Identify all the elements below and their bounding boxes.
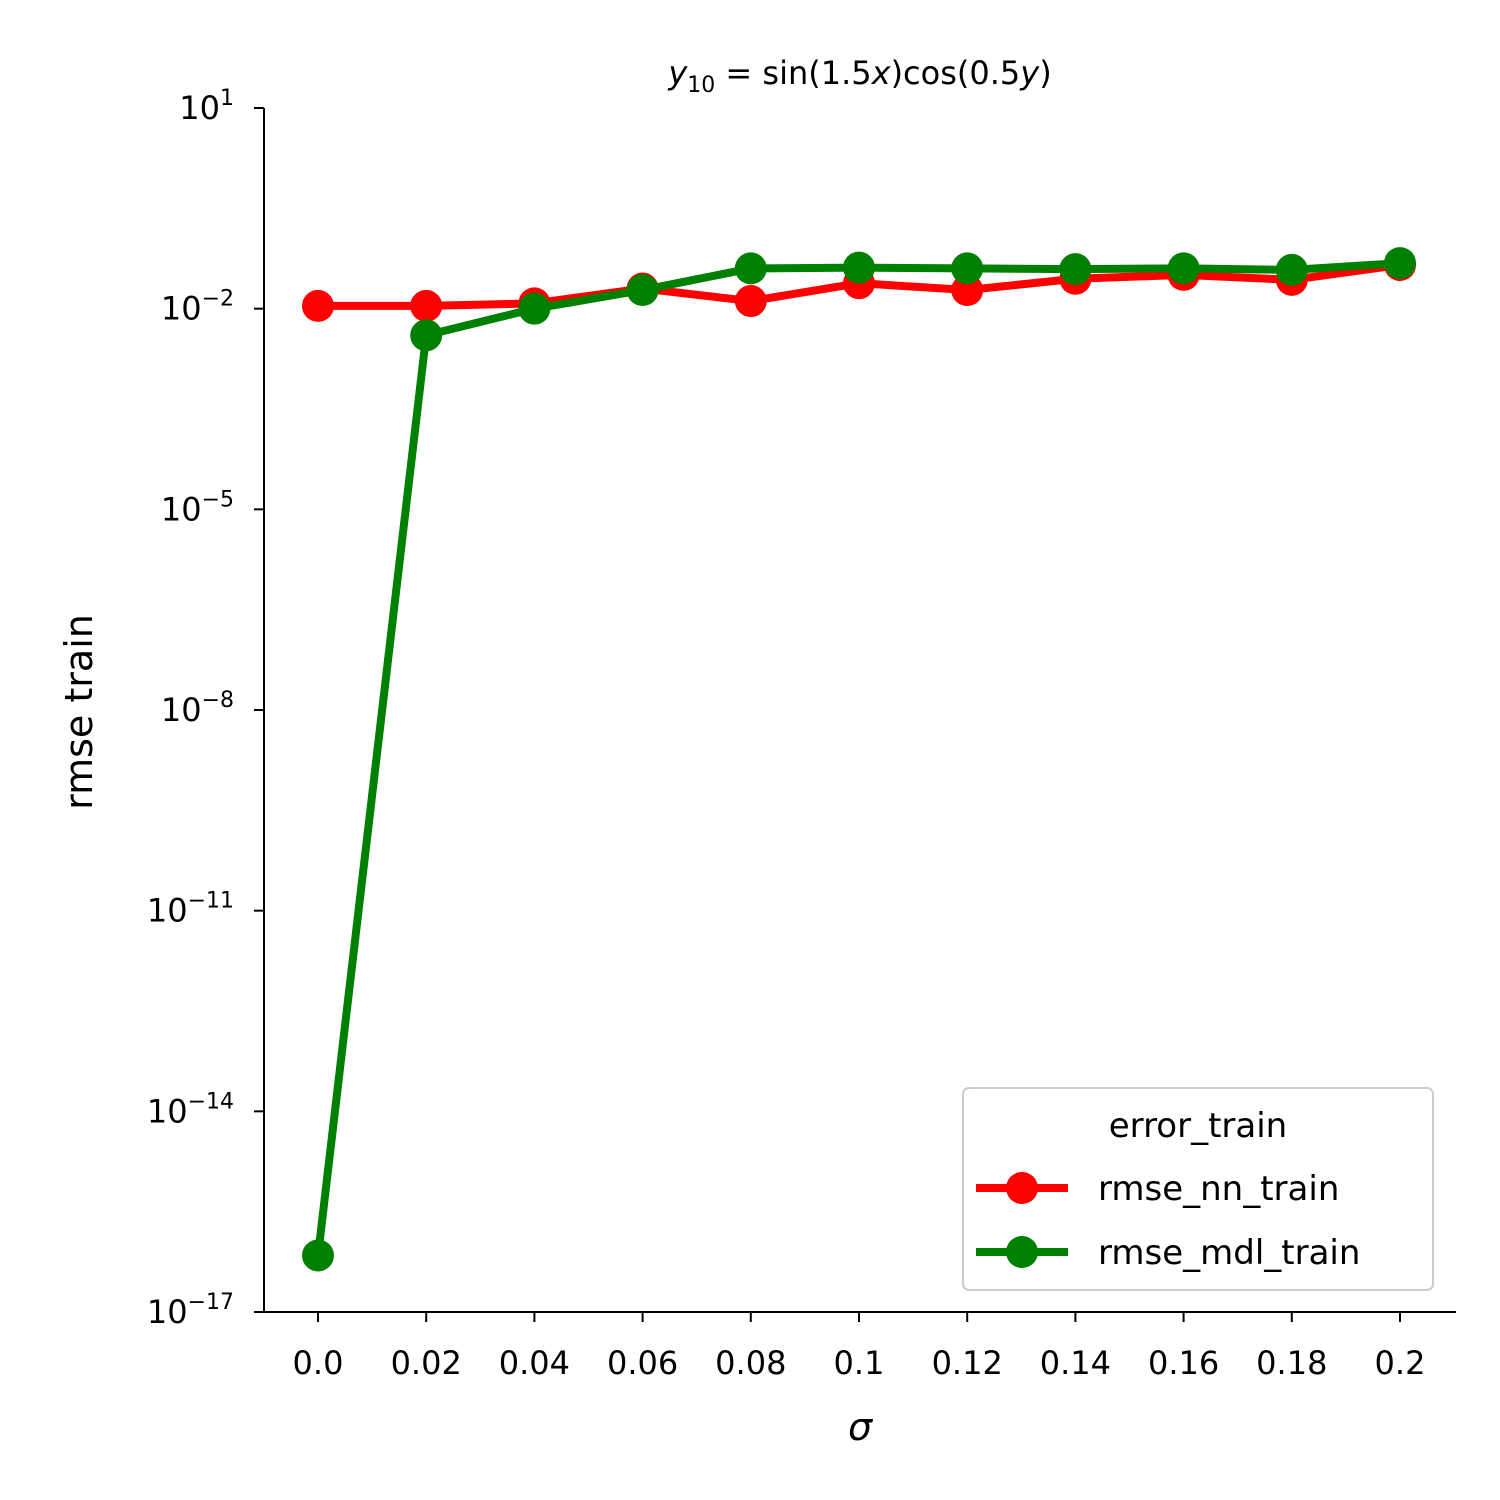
x-tick-label: 0.18 <box>1256 1344 1327 1382</box>
legend-label: rmse_nn_train <box>1098 1169 1339 1209</box>
x-ticks: 0.0 0.02 0.04 0.06 0.08 0.1 0.12 0.14 0.16 0.18 0.… <box>293 1312 1426 1382</box>
y-tick-label: 10−8 <box>161 688 234 729</box>
x-tick-label: 0.1 <box>834 1344 885 1382</box>
legend-item-rmse_nn_train: rmse_nn_train <box>976 1169 1339 1209</box>
data-point <box>1384 247 1416 280</box>
legend-box <box>962 1087 1434 1291</box>
data-point <box>951 252 984 285</box>
data-point <box>1059 253 1092 286</box>
x-tick-label: 0.14 <box>1040 1344 1111 1382</box>
x-tick-label: 0.04 <box>499 1344 570 1382</box>
legend-title: error_train <box>1109 1106 1287 1146</box>
y-tick-label: 101 <box>179 86 234 127</box>
data-point <box>1167 252 1200 285</box>
x-tick-label: 0.12 <box>932 1344 1003 1382</box>
title-end: ) <box>1039 54 1051 92</box>
legend-items: rmse_nn_train rmse_mdl_train <box>976 1169 1360 1273</box>
data-point <box>410 319 443 352</box>
chart-title: y10 = sin(1.5x)cos(0.5y) <box>667 54 1051 98</box>
title-x: x <box>871 54 892 92</box>
data-point <box>626 274 659 307</box>
title-mid: )cos(0.5 <box>891 54 1021 92</box>
title-y: y <box>1019 54 1040 92</box>
data-point <box>1275 253 1308 286</box>
legend-swatch-marker <box>1006 1172 1038 1204</box>
y-tick-label: 10−11 <box>147 889 234 930</box>
x-axis-label: σ <box>848 1405 874 1449</box>
title-subscript: 10 <box>687 73 715 98</box>
series-layer <box>302 247 1416 1272</box>
legend: error_train rmse_nn_train rmse_mdl_train <box>962 1087 1434 1291</box>
legend-swatch-marker <box>1006 1236 1038 1268</box>
y-tick-label: 10−2 <box>161 287 234 328</box>
data-point <box>843 251 875 284</box>
x-tick-label: 0.16 <box>1148 1344 1219 1382</box>
x-tick-label: 0.02 <box>391 1344 462 1382</box>
data-point <box>410 289 443 322</box>
y-axis-label: rmse train <box>57 614 101 810</box>
legend-item-rmse_mdl_train: rmse_mdl_train <box>976 1233 1360 1273</box>
series-rmse_mdl_train <box>302 247 1416 1272</box>
data-point <box>302 1239 334 1272</box>
data-point <box>734 252 767 285</box>
y-tick-label: 10−17 <box>147 1290 234 1331</box>
legend-label: rmse_mdl_train <box>1098 1233 1360 1273</box>
y-ticks: 101 10−2 10−5 10−8 10−11 10−14 10−17 <box>147 86 264 1331</box>
data-point <box>518 292 551 325</box>
data-point <box>734 285 767 318</box>
title-var: y <box>667 54 688 92</box>
x-tick-label: 0.0 <box>293 1344 344 1382</box>
x-tick-label: 0.2 <box>1375 1344 1426 1382</box>
data-point <box>302 289 334 322</box>
title-eq: = sin(1.5 <box>715 54 871 92</box>
y-tick-label: 10−14 <box>147 1089 234 1130</box>
x-tick-label: 0.08 <box>715 1344 786 1382</box>
y-tick-label: 10−5 <box>161 487 234 528</box>
x-tick-label: 0.06 <box>607 1344 678 1382</box>
